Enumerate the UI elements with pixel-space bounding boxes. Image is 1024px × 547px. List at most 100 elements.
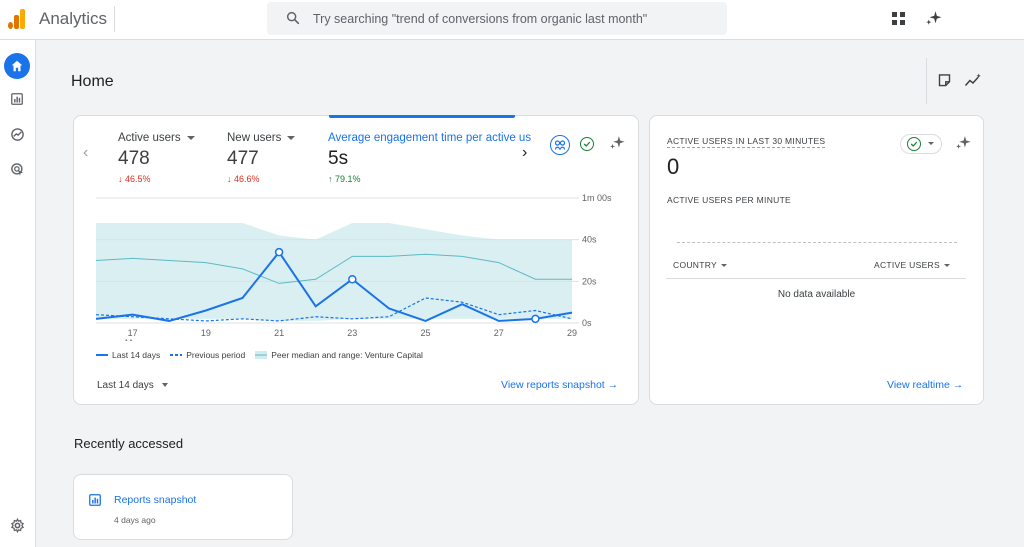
realtime-subtitle: ACTIVE USERS PER MINUTE <box>667 195 792 205</box>
arrow-down-icon: ↓ <box>227 174 232 184</box>
sparkle-icon[interactable] <box>925 9 943 27</box>
overview-card: ‹ Active users 478 ↓ 46.5% New users 477… <box>73 115 639 405</box>
x-tick-label: 25 <box>421 328 431 338</box>
data-point <box>274 247 284 257</box>
arrow-right-icon: → <box>607 379 619 391</box>
active-users-column-header[interactable]: ACTIVE USERS <box>874 260 950 270</box>
legend-label: Previous period <box>186 350 246 360</box>
app-title[interactable]: Analytics <box>39 9 108 28</box>
left-nav-rail <box>0 40 36 547</box>
benchmark-button[interactable] <box>550 135 570 155</box>
country-column-header[interactable]: COUNTRY <box>673 260 727 270</box>
admin-settings-button[interactable] <box>4 512 30 538</box>
search-bar[interactable] <box>267 2 727 35</box>
next-metric-button[interactable]: › <box>522 144 528 161</box>
reports-icon <box>89 494 101 506</box>
link-label: View reports snapshot <box>501 379 605 391</box>
explore-nav-button[interactable] <box>4 121 30 147</box>
recent-item-card[interactable]: Reports snapshot 4 days ago <box>73 474 293 540</box>
top-app-bar: Analytics <box>0 0 1024 40</box>
table-divider <box>666 278 966 279</box>
sparkle-icon[interactable] <box>609 134 626 151</box>
arrow-down-icon: ↓ <box>118 174 123 184</box>
advertising-nav-button[interactable] <box>4 156 30 182</box>
y-tick-label: 20s <box>582 276 597 286</box>
advertising-icon <box>10 162 23 176</box>
gear-icon <box>10 517 24 533</box>
legend-swatch-dashed <box>170 354 183 356</box>
legend-swatch-band <box>255 351 268 359</box>
legend-item: Last 14 days <box>96 350 160 360</box>
reports-nav-button[interactable] <box>4 86 30 112</box>
arrow-up-icon: ↑ <box>328 174 333 184</box>
chevron-down-icon <box>943 264 950 268</box>
metric-value: 478 <box>118 148 150 169</box>
metric-active-users[interactable]: Active users 478 ↓ 46.5% <box>118 132 195 184</box>
metric-new-users[interactable]: New users 477 ↓ 46.6% <box>227 132 296 184</box>
y-tick-label: 1m 00s <box>582 193 612 203</box>
legend-item: Previous period <box>170 350 245 360</box>
recently-accessed-heading: Recently accessed <box>74 436 184 451</box>
metric-label: New users <box>227 132 282 144</box>
header-divider <box>926 58 927 104</box>
realtime-status-dropdown[interactable] <box>900 134 942 154</box>
legend-label: Last 14 days <box>112 350 161 360</box>
sparkle-icon[interactable] <box>955 134 972 151</box>
chevron-down-icon <box>720 264 727 268</box>
analytics-logo-icon[interactable] <box>6 7 26 29</box>
page-title: Home <box>71 73 114 90</box>
benchmark-icon <box>554 140 566 150</box>
realtime-card: ACTIVE USERS IN LAST 30 MINUTES 0 ACTIVE… <box>649 115 984 405</box>
view-reports-snapshot-link[interactable]: View reports snapshot → <box>501 379 618 391</box>
selected-tab-indicator <box>329 115 515 118</box>
y-tick-label: 0s <box>582 318 592 328</box>
chevron-down-icon[interactable] <box>287 135 296 140</box>
view-realtime-link[interactable]: View realtime → <box>887 379 963 391</box>
metric-change: 46.5% <box>125 174 151 184</box>
metric-engagement-time[interactable]: Average engagement time per active us 5s… <box>328 132 531 184</box>
peer-median-line <box>95 253 572 284</box>
date-range-label: Last 14 days <box>97 380 154 391</box>
current-period-line <box>95 250 573 322</box>
realtime-title[interactable]: ACTIVE USERS IN LAST 30 MINUTES <box>667 136 826 148</box>
link-label: View realtime <box>887 379 950 391</box>
peer-range-band <box>96 223 572 321</box>
divider <box>114 6 115 32</box>
chart-legend: Last 14 days Previous period Peer median… <box>96 350 423 360</box>
x-tick-label: 17 <box>128 328 138 338</box>
insights-icon[interactable] <box>964 73 982 88</box>
notes-icon[interactable] <box>937 73 952 88</box>
legend-label: Peer median and range: Venture Capital <box>271 350 423 360</box>
date-range-select[interactable]: Last 14 days <box>97 380 168 391</box>
empty-state-text: No data available <box>777 289 856 300</box>
search-icon <box>286 11 300 25</box>
metric-label: Active users <box>118 132 181 144</box>
data-point <box>531 314 540 324</box>
engagement-line-chart: 0s 20s 40s 1m 00s 17 19 21 23 25 27 29 Mar <box>95 193 612 341</box>
chevron-down-icon <box>161 383 168 388</box>
home-icon <box>11 60 23 72</box>
x-tick-label: 27 <box>494 328 504 338</box>
chevron-down-icon[interactable] <box>186 135 195 140</box>
previous-metric-button[interactable]: ‹ <box>83 144 89 161</box>
legend-swatch-solid <box>96 354 108 356</box>
metric-value: 477 <box>227 148 259 169</box>
per-minute-chart-placeholder <box>677 242 957 243</box>
metric-change: 46.6% <box>234 174 260 184</box>
metric-change: 79.1% <box>335 174 361 184</box>
metric-value: 5s <box>328 148 349 169</box>
apps-grid-icon[interactable] <box>892 12 905 25</box>
search-input[interactable] <box>313 2 713 35</box>
column-label: COUNTRY <box>673 260 717 270</box>
x-tick-label: 23 <box>347 328 357 338</box>
check-icon[interactable] <box>580 137 594 151</box>
x-tick-label: 21 <box>274 328 284 338</box>
column-label: ACTIVE USERS <box>874 260 940 270</box>
realtime-value: 0 <box>667 154 680 179</box>
data-point <box>348 275 357 284</box>
reports-icon <box>11 93 23 105</box>
legend-item: Peer median and range: Venture Capital <box>255 350 423 360</box>
check-icon <box>907 137 921 151</box>
home-nav-button[interactable] <box>4 53 30 79</box>
recent-item-title: Reports snapshot <box>114 494 197 506</box>
